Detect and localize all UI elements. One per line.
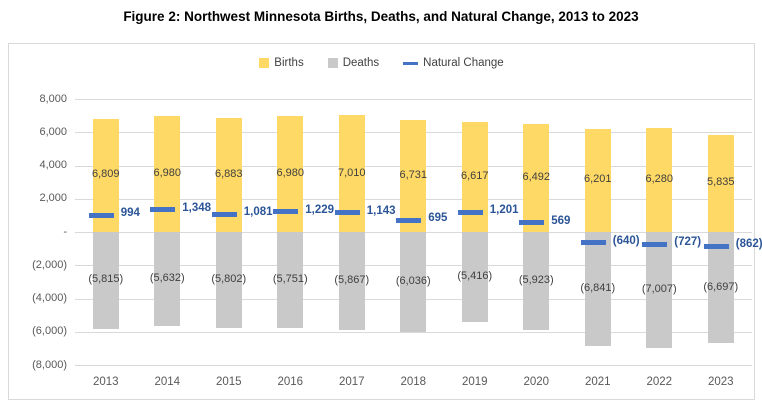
deaths-value-label: (6,036) [395,275,431,288]
births-value-label: 6,883 [214,167,243,180]
natural-change-value-label: 695 [428,212,448,225]
deaths-bar [646,232,673,349]
births-bar [584,128,611,232]
y-gridline [75,365,752,366]
deaths-bar [461,232,488,323]
y-axis-tick-label: - [63,225,67,238]
births-value-label: 6,980 [153,166,182,179]
y-axis-tick-label: (2,000) [32,258,67,271]
natural-change-marker [580,240,606,246]
deaths-swatch-icon [327,58,338,68]
births-value-label: 6,617 [460,169,489,182]
deaths-bar [92,232,119,329]
births-bar [400,120,427,232]
natural-change-value-label: (640) [612,234,640,247]
births-value-label: 6,201 [583,173,612,186]
x-axis-tick-label: 2015 [215,376,242,388]
deaths-value-label: (5,867) [334,273,370,286]
natural-change-value-label: 1,081 [243,206,273,219]
x-axis-tick-label: 2020 [523,376,550,388]
x-axis-tick-label: 2016 [277,376,304,388]
x-axis-tick-label: 2018 [400,376,427,388]
deaths-bar [400,232,427,333]
y-axis-tick-label: 4,000 [39,159,67,171]
x-axis-tick-label: 2023 [707,376,734,388]
births-bar [154,115,181,232]
natural-change-marker [642,241,668,247]
legend-label: Deaths [342,57,380,69]
x-axis-tick-label: 2017 [338,376,365,388]
births-bar [707,134,734,232]
chart-container: Births Deaths Natural Change 8,000 6,000 4,0… [8,43,762,400]
births-swatch-icon [259,58,270,68]
natural-change-value-label: 1,201 [489,204,519,217]
deaths-bar [523,232,550,331]
natural-change-marker [273,209,299,215]
legend-item-births: Births [259,57,304,69]
natural-change-marker [334,210,360,216]
deaths-value-label: (5,416) [457,270,493,283]
y-axis-tick-label: (6,000) [32,325,67,338]
deaths-value-label: (6,697) [703,280,739,293]
deaths-value-label: (5,815) [88,273,124,286]
x-axis-tick-label: 2022 [646,376,673,388]
natural-change-marker [396,217,422,223]
legend-item-deaths: Deaths [327,57,380,69]
natural-change-value-label: (727) [674,236,702,249]
deaths-bar [215,232,242,329]
plot-area: 8,000 6,000 4,000 2,000 - (2,000) (4,000) (6,00… [9,44,762,399]
y-axis-tick-label: 2,000 [39,192,67,205]
deaths-value-label: (7,007) [641,283,677,296]
y-axis-tick-label: 8,000 [39,92,67,105]
births-value-label: 7,010 [337,166,366,179]
y-axis-tick-label: 6,000 [39,125,67,138]
y-gridline [75,99,752,100]
deaths-value-label: (5,751) [272,272,308,285]
natural-change-value-label: 1,348 [182,201,212,214]
natural-change-value-label: 569 [551,214,571,227]
x-axis-tick-label: 2019 [461,376,488,388]
births-bar [523,124,550,232]
deaths-bar [584,232,611,346]
y-axis-tick-label: (8,000) [32,358,67,371]
deaths-value-label: (6,841) [580,281,616,294]
births-bar [646,127,673,232]
births-value-label: 6,731 [399,169,428,182]
natural-change-marker [519,220,545,226]
natural-change-marker [703,243,729,249]
deaths-bar [154,232,181,326]
deaths-bar [277,232,304,328]
x-axis-tick-label: 2014 [154,376,181,388]
legend-label: Births [274,57,304,69]
natural-change-value-label: 1,143 [366,204,396,217]
deaths-value-label: (5,632) [149,271,185,284]
natural-change-value-label: (862) [735,238,762,251]
births-value-label: 6,809 [91,168,120,181]
natural-change-marker [150,207,176,213]
deaths-bar [707,232,734,344]
x-axis-tick-label: 2013 [92,376,119,388]
x-axis-tick-label: 2021 [584,376,611,388]
births-value-label: 5,835 [706,176,735,189]
natural-change-value-label: 994 [120,207,140,220]
natural-change-dash-icon [403,61,419,65]
deaths-value-label: (5,923) [518,274,554,287]
deaths-value-label: (5,802) [211,273,247,286]
births-value-label: 6,492 [522,171,551,184]
natural-change-marker [457,209,483,215]
natural-change-marker [211,211,237,217]
natural-change-marker [88,212,114,218]
births-value-label: 6,280 [645,172,674,185]
chart-title: Figure 2: Northwest Minnesota Births, De… [123,9,639,24]
deaths-bar [338,232,365,330]
legend-label: Natural Change [423,57,504,69]
natural-change-value-label: 1,229 [305,203,335,216]
legend-item-natural-change: Natural Change [403,57,504,69]
births-value-label: 6,980 [276,166,305,179]
y-axis-tick-label: (4,000) [32,292,67,304]
legend: Births Deaths Natural Change [9,57,754,69]
